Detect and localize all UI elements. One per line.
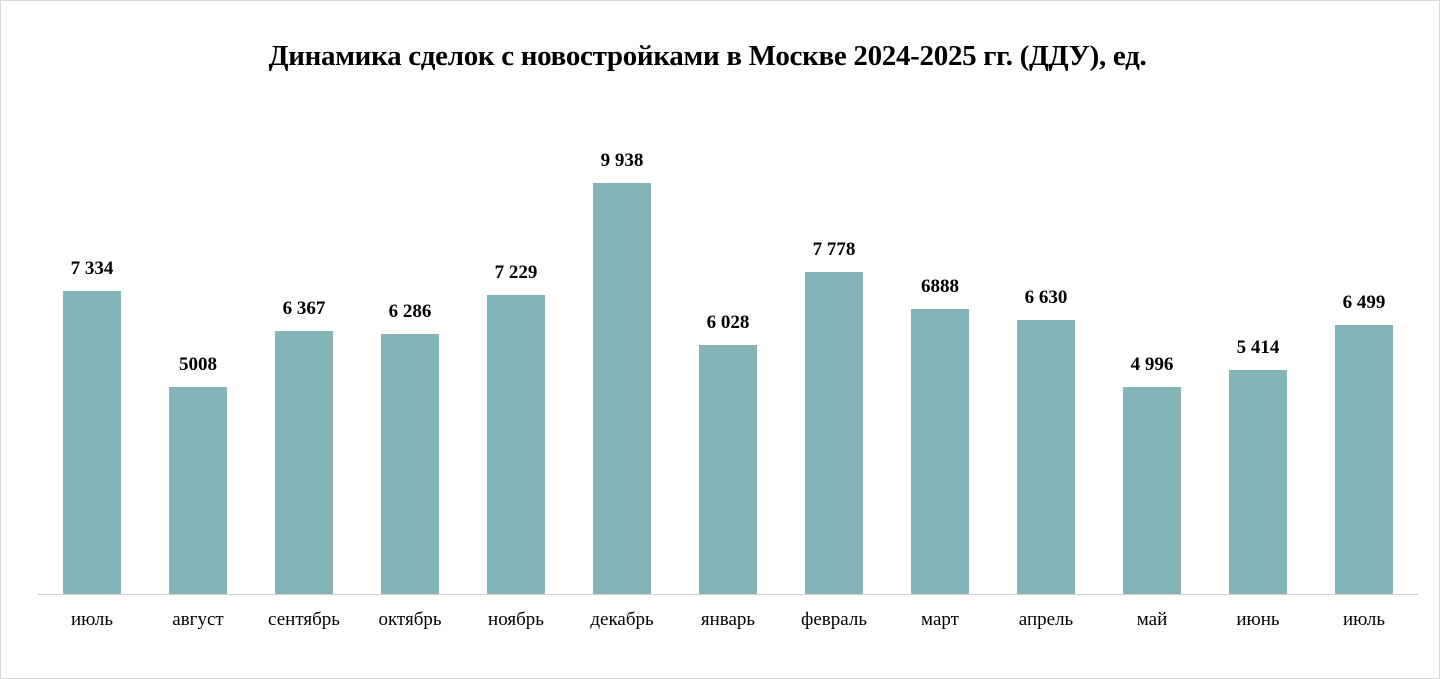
data-label: 6 028 bbox=[706, 312, 750, 333]
x-tick-label: февраль bbox=[801, 609, 867, 630]
bar bbox=[169, 387, 227, 594]
bar bbox=[805, 272, 863, 594]
x-tick-label: январь bbox=[700, 609, 756, 630]
bar bbox=[1335, 325, 1393, 594]
bar bbox=[699, 345, 757, 594]
x-tick-label: апрель bbox=[1018, 609, 1074, 630]
data-label: 7 778 bbox=[812, 239, 856, 260]
x-tick-label: октябрь bbox=[378, 609, 442, 630]
x-tick-label: март bbox=[921, 609, 959, 630]
data-label: 5008 bbox=[179, 354, 217, 375]
data-label: 7 229 bbox=[494, 262, 538, 283]
x-tick-label: июнь bbox=[1236, 609, 1280, 630]
bar bbox=[487, 295, 545, 594]
x-tick-label: июль bbox=[1342, 609, 1386, 630]
x-tick-label: декабрь bbox=[590, 609, 654, 630]
x-tick-label: сентябрь bbox=[268, 609, 340, 630]
bar bbox=[275, 331, 333, 594]
data-label: 6888 bbox=[921, 276, 959, 297]
x-tick-label: июль bbox=[70, 609, 114, 630]
chart-title: Динамика сделок с новостройками в Москве… bbox=[268, 40, 1147, 72]
bar bbox=[63, 291, 121, 594]
data-label: 6 499 bbox=[1342, 292, 1386, 313]
data-label: 4 996 bbox=[1130, 354, 1174, 375]
data-label: 9 938 bbox=[600, 150, 644, 171]
x-axis-line bbox=[38, 594, 1418, 595]
bar bbox=[1229, 370, 1287, 594]
data-label: 6 630 bbox=[1024, 287, 1068, 308]
data-label: 6 286 bbox=[388, 301, 432, 322]
bar bbox=[911, 309, 969, 594]
bar bbox=[381, 334, 439, 594]
bar bbox=[1017, 320, 1075, 594]
data-label: 7 334 bbox=[70, 258, 114, 279]
data-label: 5 414 bbox=[1236, 337, 1280, 358]
x-tick-label: август bbox=[172, 609, 224, 630]
x-tick-label: ноябрь bbox=[488, 609, 544, 630]
bar bbox=[593, 183, 651, 594]
bar bbox=[1123, 387, 1181, 594]
x-tick-label: май bbox=[1136, 609, 1168, 630]
data-label: 6 367 bbox=[282, 298, 326, 319]
